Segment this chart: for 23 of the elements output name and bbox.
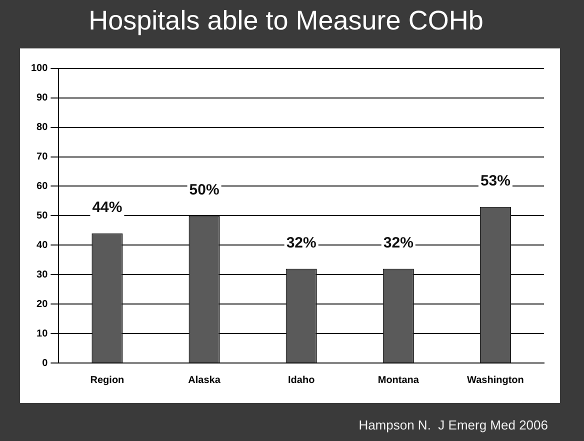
- x-tick-label: Washington: [467, 374, 524, 386]
- y-tick-label: 10: [36, 328, 48, 340]
- chart-title: Hospitals able to Measure COHb: [88, 6, 484, 36]
- y-tick-label: 40: [36, 240, 48, 251]
- y-tick-label: 100: [30, 63, 48, 74]
- y-tick-label: 80: [36, 122, 48, 134]
- data-label: 53%: [480, 172, 510, 190]
- x-tick-label: Idaho: [288, 374, 315, 386]
- y-tick-label: 60: [36, 180, 48, 192]
- x-tick-label: Montana: [378, 374, 420, 386]
- x-tick-label: Alaska: [188, 374, 221, 386]
- data-label: 32%: [286, 234, 316, 252]
- y-tick-label: 70: [36, 152, 48, 163]
- data-label: 50%: [189, 181, 220, 198]
- data-label: 44%: [92, 199, 122, 216]
- y-tick-label: 90: [36, 92, 48, 104]
- text: Hampson N. J Emerg Med 2006: [358, 418, 548, 433]
- y-tick-label: 20: [36, 298, 48, 310]
- data-label: 32%: [383, 234, 414, 252]
- x-tick-label: Region: [90, 374, 124, 386]
- y-tick-label: 0: [42, 358, 48, 369]
- y-tick-label: 50: [36, 210, 48, 222]
- y-tick-label: 30: [36, 269, 48, 280]
